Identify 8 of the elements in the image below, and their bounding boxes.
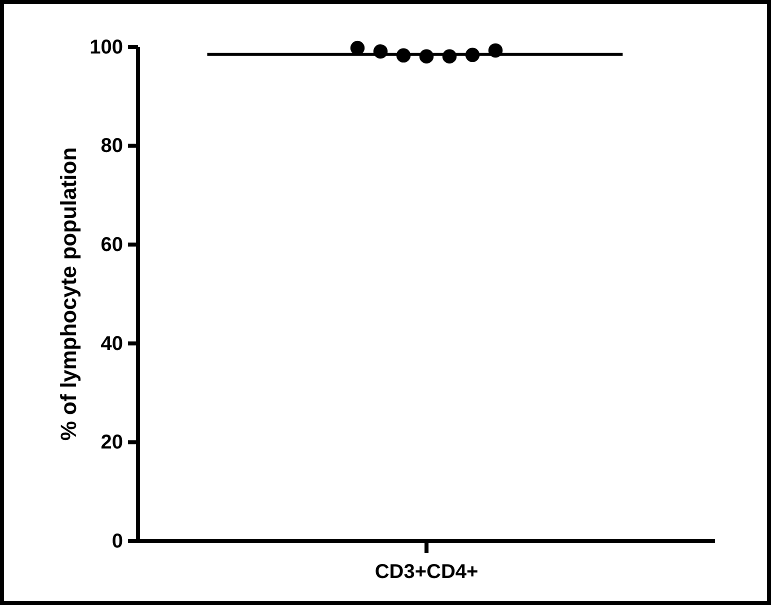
y-tick-label: 20	[100, 432, 123, 454]
y-tick-label: 100	[90, 36, 123, 58]
x-tick-label: CD3+CD4+	[374, 561, 478, 583]
y-tick-label: 0	[112, 530, 123, 552]
y-tick-label: 40	[100, 332, 123, 355]
y-axis-title: % of lymphocyte population	[56, 147, 81, 441]
y-tick-label: 60	[100, 234, 123, 256]
y-tick-label: 80	[100, 135, 123, 158]
